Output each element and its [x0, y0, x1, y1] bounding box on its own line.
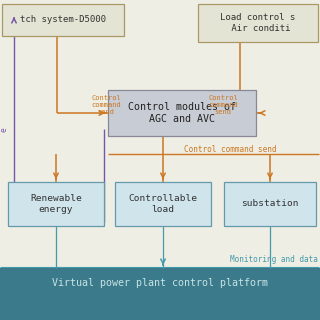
- Text: Control modules of
AGC and AVC: Control modules of AGC and AVC: [128, 102, 236, 124]
- Text: Monitoring and data an: Monitoring and data an: [230, 255, 320, 265]
- Text: Control command send: Control command send: [184, 145, 276, 154]
- Text: e: e: [0, 128, 9, 132]
- Text: Virtual power plant control platform: Virtual power plant control platform: [52, 278, 268, 288]
- Text: Control
command
send: Control command send: [208, 95, 238, 115]
- FancyBboxPatch shape: [198, 4, 318, 42]
- FancyBboxPatch shape: [2, 4, 124, 36]
- Text: substation: substation: [241, 199, 299, 209]
- Text: Controllable
load: Controllable load: [129, 194, 197, 214]
- Text: tch system-D5000: tch system-D5000: [20, 15, 106, 25]
- Text: Load control s
 Air conditi: Load control s Air conditi: [220, 13, 296, 33]
- FancyBboxPatch shape: [224, 182, 316, 226]
- Text: Renewable
energy: Renewable energy: [30, 194, 82, 214]
- Text: Control
command
send: Control command send: [91, 95, 121, 115]
- FancyBboxPatch shape: [115, 182, 211, 226]
- Bar: [0, 268, 320, 320]
- FancyBboxPatch shape: [108, 90, 256, 136]
- FancyBboxPatch shape: [8, 182, 104, 226]
